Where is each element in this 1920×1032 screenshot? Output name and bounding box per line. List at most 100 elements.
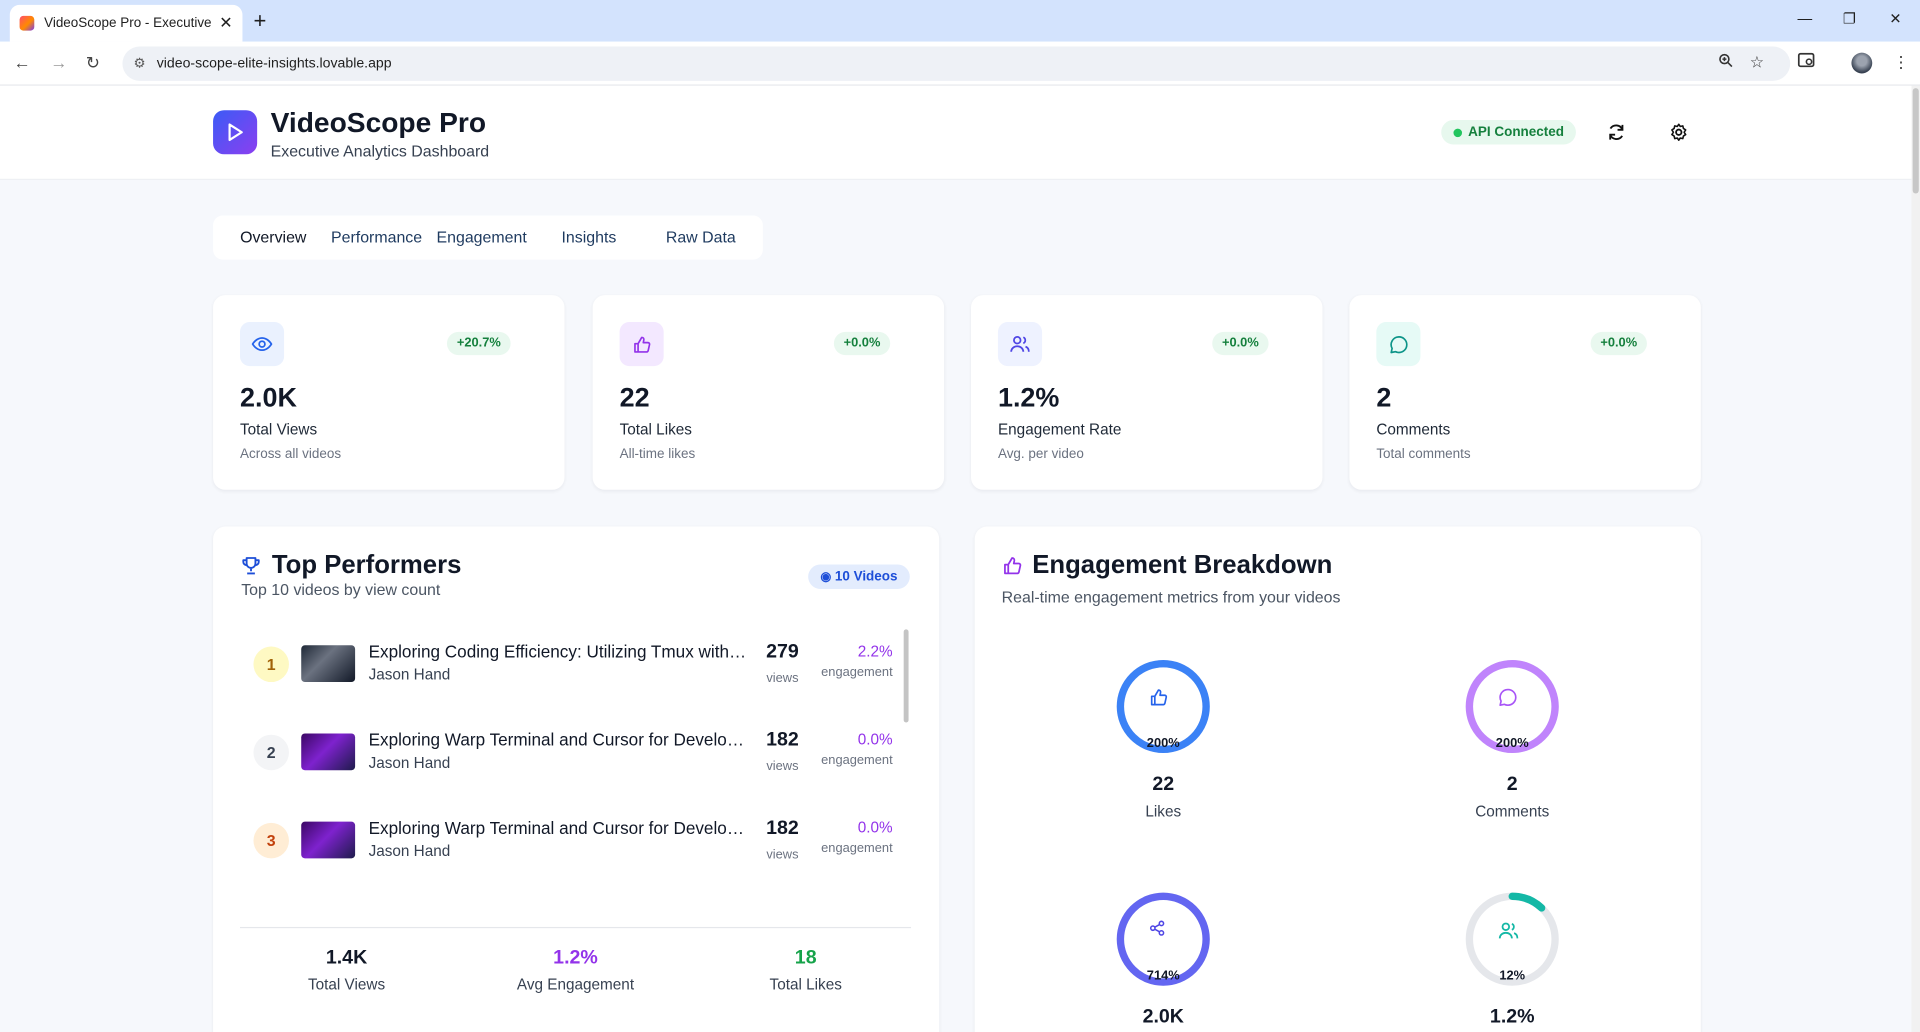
stat-value: 2 bbox=[1376, 382, 1392, 413]
thumbs-up-icon bbox=[619, 322, 664, 367]
summary-label: Total Views bbox=[307, 975, 386, 994]
dashboard-tabs: Overview Performance Engagement Insights… bbox=[213, 215, 763, 260]
video-views: 182 bbox=[766, 729, 799, 751]
stat-label: Comments bbox=[1376, 421, 1451, 439]
metric-ring: 200% bbox=[1463, 658, 1561, 756]
stat-label: Engagement Rate bbox=[997, 421, 1122, 439]
summary-stat: 18 Total Likes bbox=[732, 948, 879, 993]
close-tab-icon[interactable]: ✕ bbox=[219, 13, 233, 32]
video-title[interactable]: Exploring Warp Terminal and Cursor for D… bbox=[368, 729, 751, 750]
change-badge: +0.0% bbox=[1212, 331, 1269, 356]
browser-tab-title: VideoScope Pro - Executive YouTube Analy… bbox=[44, 15, 212, 31]
views-label: views bbox=[766, 847, 799, 863]
settings-gear-icon[interactable] bbox=[1669, 122, 1689, 148]
users-icon bbox=[1498, 920, 1527, 949]
stat-card-engagement-rate: +0.0% 1.2% Engagement Rate Avg. per vide… bbox=[971, 295, 1323, 490]
eye-icon: ◉ bbox=[820, 570, 832, 585]
tab-insights[interactable]: Insights bbox=[561, 227, 617, 247]
url-text: video-scope-elite-insights.lovable.app bbox=[156, 56, 392, 72]
metric-value: 1.2% bbox=[1489, 1006, 1535, 1028]
tab-raw-data[interactable]: Raw Data bbox=[665, 227, 736, 247]
new-tab-icon[interactable]: + bbox=[253, 8, 267, 34]
metric-ring: 12% bbox=[1463, 890, 1561, 988]
video-row[interactable]: 2 Exploring Warp Terminal and Cursor for… bbox=[240, 718, 907, 787]
top-performers-subtitle: Top 10 videos by view count bbox=[241, 580, 441, 599]
video-thumbnail[interactable] bbox=[301, 821, 356, 859]
message-icon bbox=[1498, 687, 1527, 716]
browser-tab[interactable]: VideoScope Pro - Executive YouTube Analy… bbox=[9, 4, 243, 42]
eye-icon bbox=[240, 322, 285, 367]
tab-engagement[interactable]: Engagement bbox=[436, 227, 527, 247]
profile-avatar[interactable] bbox=[1851, 52, 1873, 74]
zoom-icon[interactable] bbox=[1718, 53, 1734, 73]
list-scrollbar[interactable] bbox=[903, 629, 909, 723]
change-badge: +0.0% bbox=[1590, 331, 1647, 356]
summary-value: 18 bbox=[794, 947, 817, 969]
video-author: Jason Hand bbox=[368, 754, 451, 772]
url-field[interactable]: ⚙ video-scope-elite-insights.lovable.app bbox=[122, 46, 1791, 81]
metric-ring: 714% bbox=[1114, 890, 1212, 988]
address-bar: ← → ↻ ⚙ video-scope-elite-insights.lovab… bbox=[0, 41, 1920, 86]
divider bbox=[240, 926, 912, 929]
engagement-breakdown-subtitle: Real-time engagement metrics from your v… bbox=[1001, 587, 1341, 607]
metric-value: 2.0K bbox=[1142, 1006, 1184, 1028]
browser-tab-strip: VideoScope Pro - Executive YouTube Analy… bbox=[0, 0, 1920, 42]
engagement-label: engagement bbox=[821, 753, 893, 768]
restore-icon[interactable]: ❐ bbox=[1842, 9, 1857, 27]
metric-arc bbox=[1465, 892, 1559, 986]
metric-summary: 1.2% bbox=[1439, 1007, 1586, 1032]
video-views: 279 bbox=[766, 641, 799, 663]
tab-search-icon[interactable] bbox=[1797, 52, 1816, 73]
browser-menu-icon[interactable]: ⋮ bbox=[1893, 52, 1909, 72]
summary-stat: 1.4K Total Views bbox=[273, 948, 420, 993]
api-status-badge: API Connected bbox=[1441, 120, 1577, 145]
stat-label: Total Views bbox=[240, 421, 318, 439]
window-close-icon[interactable]: ✕ bbox=[1889, 9, 1902, 27]
summary-label: Avg Engagement bbox=[516, 975, 635, 994]
reload-icon[interactable]: ↻ bbox=[85, 52, 101, 73]
tab-overview[interactable]: Overview bbox=[217, 220, 329, 255]
summary-value: 1.4K bbox=[325, 947, 368, 969]
video-title[interactable]: Exploring Warp Terminal and Cursor for D… bbox=[368, 817, 751, 838]
engagement-label: engagement bbox=[821, 841, 893, 856]
metric-summary: 22 Likes bbox=[1090, 774, 1237, 821]
video-count-label: 10 Videos bbox=[834, 569, 898, 585]
forward-icon[interactable]: → bbox=[50, 52, 68, 73]
video-thumbnail[interactable] bbox=[301, 733, 356, 771]
app-header: VideoScope Pro Executive Analytics Dashb… bbox=[0, 85, 1912, 181]
stat-sublabel: All-time likes bbox=[619, 446, 696, 462]
top-performers-card: Top Performers Top 10 videos by view cou… bbox=[213, 526, 940, 1032]
trophy-icon bbox=[240, 555, 262, 583]
back-icon[interactable]: ← bbox=[13, 52, 31, 73]
video-row[interactable]: 3 Exploring Warp Terminal and Cursor for… bbox=[240, 806, 907, 875]
metric-percent: 200% bbox=[1146, 735, 1180, 751]
metric-ring: 200% bbox=[1114, 658, 1212, 756]
video-engagement: 0.0% bbox=[857, 819, 893, 837]
page-scrollbar[interactable] bbox=[1911, 85, 1920, 1032]
metric-percent: 714% bbox=[1146, 968, 1180, 984]
video-engagement: 0.0% bbox=[857, 731, 893, 749]
tab-performance[interactable]: Performance bbox=[330, 227, 423, 247]
users-icon bbox=[997, 322, 1043, 367]
views-label: views bbox=[766, 671, 799, 686]
metric-percent: 12% bbox=[1499, 968, 1526, 984]
site-info-icon[interactable]: ⚙ bbox=[133, 56, 146, 72]
video-author: Jason Hand bbox=[368, 666, 451, 684]
bookmark-star-icon[interactable]: ☆ bbox=[1749, 52, 1765, 72]
video-row[interactable]: 1 Exploring Coding Efficiency: Utilizing… bbox=[240, 629, 907, 698]
video-thumbnail[interactable] bbox=[301, 645, 356, 683]
video-author: Jason Hand bbox=[368, 842, 451, 860]
refresh-icon[interactable] bbox=[1607, 122, 1627, 148]
thumbs-up-icon bbox=[1002, 555, 1024, 583]
stat-sublabel: Avg. per video bbox=[997, 446, 1084, 462]
minimize-icon[interactable]: — bbox=[1797, 9, 1813, 27]
play-logo-icon bbox=[213, 110, 258, 155]
video-title[interactable]: Exploring Coding Efficiency: Utilizing T… bbox=[368, 641, 751, 662]
change-badge: +20.7% bbox=[447, 331, 511, 356]
metric-value: 22 bbox=[1152, 773, 1175, 795]
metric-summary: 2.0K bbox=[1090, 1007, 1237, 1032]
stat-card-total-likes: +0.0% 22 Total Likes All-time likes bbox=[592, 295, 945, 490]
stat-sublabel: Across all videos bbox=[240, 446, 342, 462]
video-count-badge: ◉ 10 Videos bbox=[808, 564, 910, 589]
metric-percent: 200% bbox=[1495, 735, 1529, 751]
